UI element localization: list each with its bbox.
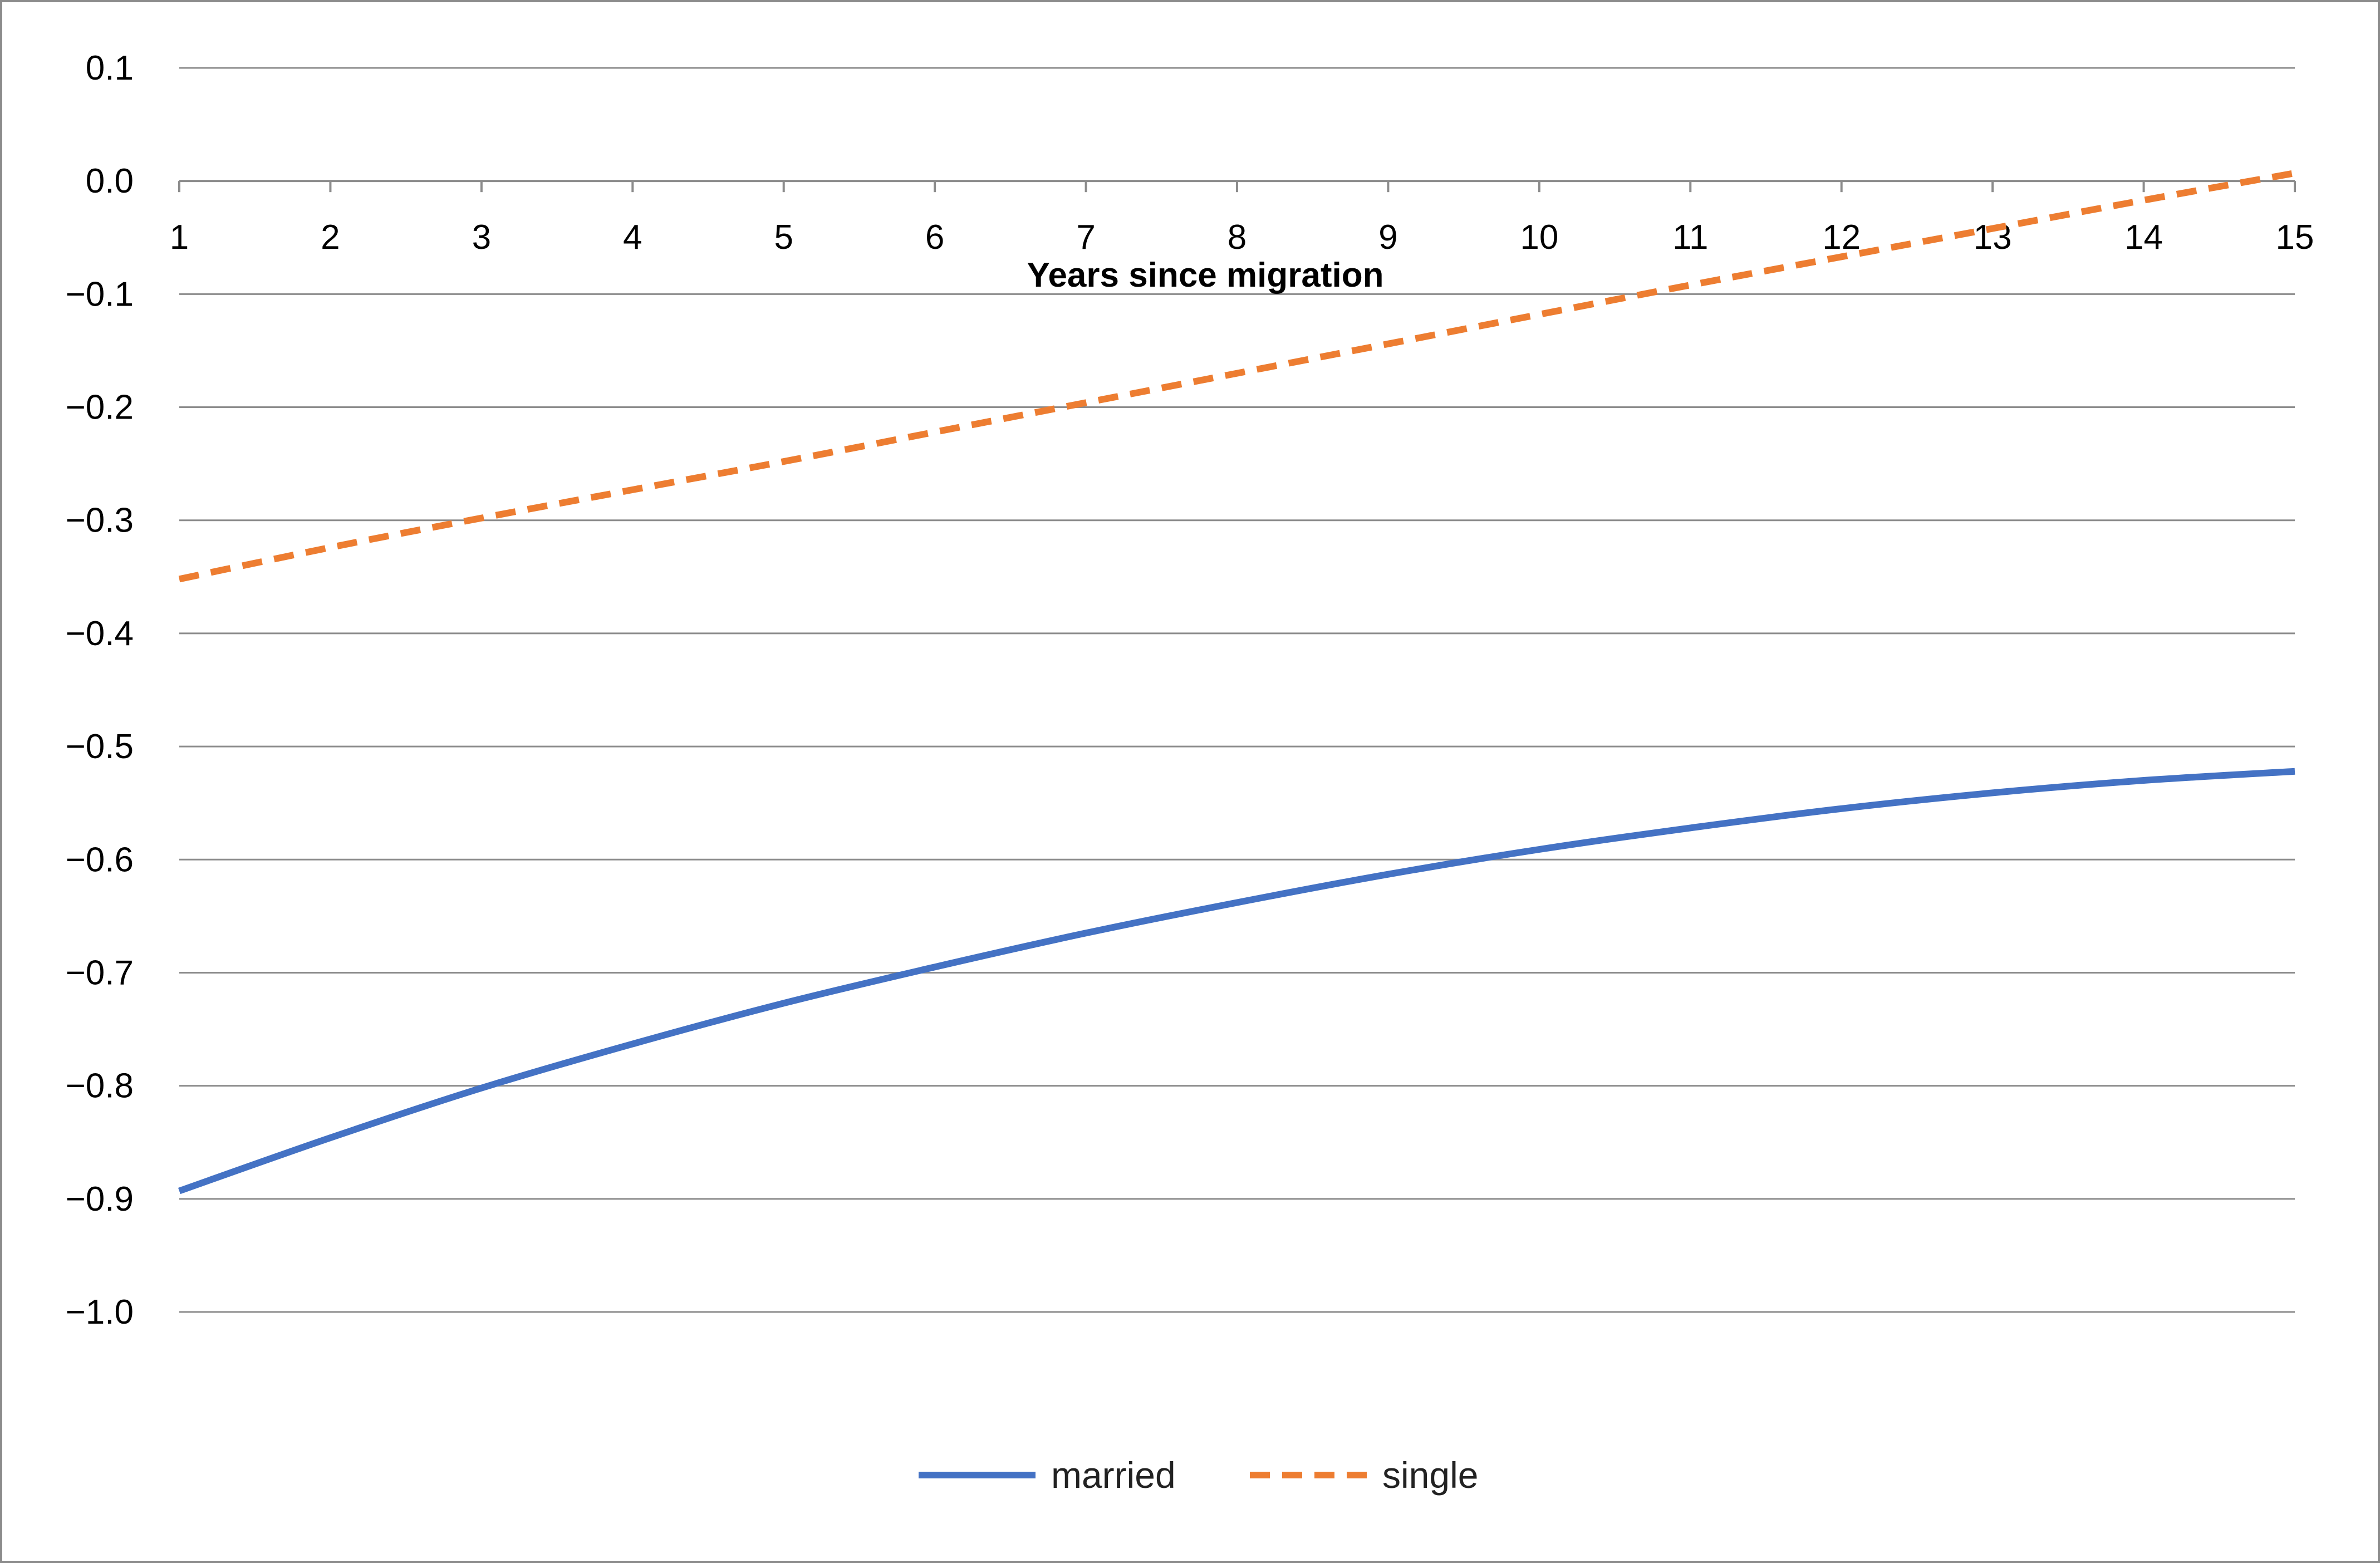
y-tick-label: −0.2	[66, 389, 134, 427]
x-tick-label: 13	[1974, 218, 2012, 257]
x-tick-label: 14	[2124, 218, 2163, 257]
legend: married single	[919, 1454, 1478, 1496]
x-tick-label: 12	[1822, 218, 1861, 257]
series-line-married	[178, 768, 2295, 1195]
x-tick-label: 5	[774, 218, 793, 257]
y-tick-label: 0.1	[86, 49, 134, 87]
y-tick-label: −0.8	[66, 1067, 134, 1105]
x-tick-label: 2	[321, 218, 340, 257]
y-tick-label: −1.0	[66, 1293, 134, 1331]
x-tick-label: 4	[623, 218, 642, 257]
y-tick-label: −0.6	[66, 841, 134, 879]
y-tick-label: −0.9	[66, 1180, 134, 1218]
x-axis-title: Years since migration	[1027, 256, 1384, 294]
x-tick-label: 9	[1378, 218, 1397, 257]
x-tick-label: 11	[1672, 218, 1708, 257]
x-tick-label: 6	[925, 218, 944, 257]
y-tick-label: −0.7	[66, 953, 134, 992]
y-tick-label: 0.0	[86, 162, 134, 200]
x-tick-label: 3	[472, 218, 491, 257]
x-tick-label: 1	[170, 218, 189, 257]
series-line-single	[178, 170, 2296, 583]
y-tick-label: −0.5	[66, 728, 134, 766]
x-tick-label: 8	[1228, 218, 1247, 257]
x-tick-label: 10	[1520, 218, 1558, 257]
series-lines	[178, 170, 2296, 1195]
y-tick-label: −0.1	[66, 275, 134, 313]
x-tick-label: 7	[1076, 218, 1095, 257]
y-tick-label: −0.4	[66, 615, 134, 653]
legend-label-single: single	[1382, 1454, 1478, 1496]
y-tick-label: −0.3	[66, 502, 134, 540]
x-tick-label: 15	[2276, 218, 2314, 257]
y-axis-tick-labels: 0.1 0.0 −0.1 −0.2 −0.3 −0.4 −0.5 −0.6 −0.7 −0.8 −0…	[66, 49, 134, 1331]
legend-label-married: married	[1051, 1454, 1176, 1496]
x-axis: 1 2 3 4 5 6 7 8 9 10 11 12 13 14 15	[170, 180, 2314, 257]
